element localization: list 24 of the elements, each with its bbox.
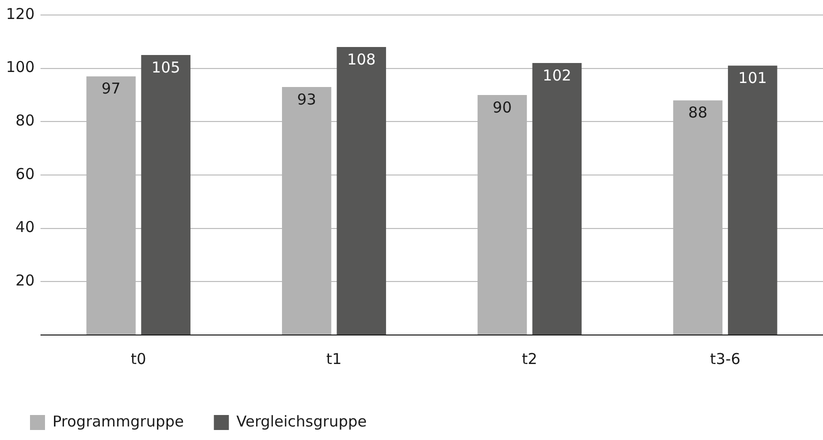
y-tick-label: 100 (6, 58, 35, 76)
bar (532, 63, 582, 334)
x-tick-label: t1 (326, 350, 342, 368)
legend-label: Vergleichsgruppe (236, 412, 367, 430)
bar (728, 66, 778, 334)
y-tick-label: 40 (16, 218, 35, 236)
x-tick-label: t0 (130, 350, 146, 368)
y-tick-label: 20 (16, 272, 35, 290)
data-label: 108 (347, 50, 376, 68)
y-tick-label: 120 (6, 4, 35, 23)
data-label: 88 (688, 104, 708, 122)
bar (141, 55, 190, 334)
y-tick-label: 60 (16, 164, 35, 183)
bar (336, 47, 386, 334)
data-label: 102 (542, 66, 572, 84)
data-label: 90 (492, 98, 512, 116)
data-label: 101 (738, 69, 767, 88)
data-label: 105 (151, 58, 180, 76)
data-label: 97 (101, 80, 121, 98)
y-tick-label: 80 (16, 112, 35, 130)
legend-label: Programmgruppe (52, 412, 184, 430)
data-label: 93 (297, 90, 316, 108)
x-tick-label: t3-6 (710, 350, 740, 368)
x-tick-label: t2 (522, 350, 538, 368)
